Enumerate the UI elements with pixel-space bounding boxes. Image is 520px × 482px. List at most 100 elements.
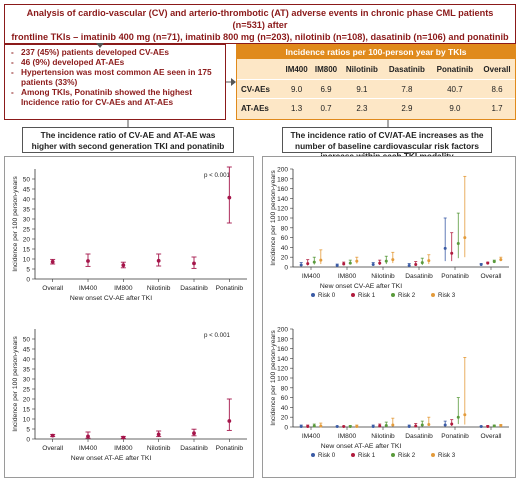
- x-axis-label: New onset CV-AE after TKI: [320, 283, 402, 290]
- x-tick-label: IM800: [114, 285, 133, 292]
- data-point: [319, 424, 323, 428]
- data-point: [342, 262, 346, 266]
- y-tick-label: 5: [26, 267, 30, 274]
- data-point: [312, 424, 316, 428]
- legend-label: Risk 3: [438, 292, 456, 299]
- table-cell: 9.0: [430, 98, 479, 117]
- data-point: [499, 258, 503, 262]
- data-point: [50, 259, 55, 264]
- x-tick-label: Ponatinib: [216, 285, 244, 292]
- data-point: [299, 263, 303, 267]
- left-panel-title: The incidence ratio of CV-AE and AT-AE w…: [22, 127, 234, 153]
- data-point: [479, 425, 483, 429]
- x-tick-label: Dasatinib: [405, 433, 433, 440]
- data-point: [335, 425, 339, 429]
- data-point: [443, 423, 447, 427]
- p-value-label: p < 0.001: [204, 172, 231, 179]
- right-panel: 0 20 40 60 80 100 120 140 160 180 200 Incidence per…: [262, 156, 516, 478]
- x-tick-label: Dasatinib: [180, 285, 208, 292]
- y-tick-label: 60: [281, 235, 289, 242]
- legend-marker: [391, 453, 395, 457]
- right-panel-title: The incidence ratio of CV/AT-AE increase…: [282, 127, 492, 161]
- legend-label: Risk 1: [358, 292, 376, 299]
- x-tick-label: Overall: [42, 445, 63, 452]
- legend-marker: [351, 293, 355, 297]
- legend-label: Risk 3: [438, 452, 456, 459]
- x-tick-label: Nilotinib: [147, 285, 171, 292]
- legend-marker: [311, 293, 315, 297]
- data-point: [371, 263, 375, 267]
- y-tick-label: 100: [277, 216, 288, 223]
- x-tick-label: IM400: [79, 285, 98, 292]
- x-axis-label: New onset CV-AE after TKI: [70, 295, 152, 302]
- data-point: [227, 419, 232, 423]
- data-point: [299, 425, 303, 429]
- data-point: [50, 433, 55, 438]
- y-tick-label: 140: [277, 196, 288, 203]
- y-tick-label: 15: [23, 247, 31, 254]
- table-cell: 1.7: [479, 98, 515, 117]
- legend-label: Risk 0: [318, 292, 336, 299]
- legend-label: Risk 2: [398, 292, 416, 299]
- data-point: [192, 261, 196, 266]
- table-cell: 2.3: [340, 98, 384, 117]
- summary-item: 237 (45%) patients developed CV-AEs: [11, 47, 219, 57]
- data-point: [227, 195, 232, 200]
- data-point: [312, 260, 316, 264]
- y-tick-label: 20: [281, 415, 289, 422]
- y-tick-label: 5: [26, 427, 30, 434]
- summary-box: 237 (45%) patients developed CV-AEs 46 (…: [4, 44, 226, 120]
- legend-label: Risk 1: [358, 452, 376, 459]
- table-cell: 6.9: [311, 79, 341, 99]
- data-point: [414, 424, 418, 428]
- y-tick-label: 40: [281, 245, 289, 252]
- y-tick-label: 0: [26, 437, 30, 444]
- table-cell: 0.7: [311, 98, 341, 117]
- y-tick-label: 10: [23, 257, 31, 264]
- column-header: Nilotinib: [345, 64, 378, 74]
- y-tick-label: 20: [23, 237, 31, 244]
- y-tick-label: 180: [277, 336, 288, 343]
- data-point: [371, 425, 375, 429]
- data-point: [378, 261, 382, 265]
- data-point: [499, 424, 503, 428]
- data-point: [492, 424, 496, 428]
- y-tick-label: 45: [23, 187, 31, 194]
- data-point: [420, 423, 424, 427]
- x-tick-label: IM400: [302, 273, 321, 280]
- x-tick-label: Ponatinib: [216, 445, 244, 452]
- data-point: [479, 263, 483, 267]
- data-point: [427, 423, 431, 427]
- data-point: [456, 415, 460, 419]
- y-tick-label: 0: [284, 425, 288, 432]
- data-point: [348, 261, 352, 265]
- data-point: [86, 434, 90, 439]
- row-label: CV-AEs: [237, 79, 282, 99]
- y-tick-label: 45: [23, 347, 31, 354]
- data-point: [492, 260, 496, 264]
- y-tick-label: 35: [23, 367, 31, 374]
- column-header: Ponatinib: [436, 64, 474, 74]
- ratio-table-title: Incidence ratios per 100-person year by …: [237, 45, 515, 59]
- y-axis-label: Incidence per 100 person-years: [12, 176, 19, 272]
- column-header: IM400: [285, 64, 308, 74]
- y-tick-label: 180: [277, 176, 288, 183]
- summary-item: Hypertension was most common AE seen in …: [11, 67, 219, 87]
- table-cell: 9.0: [281, 79, 312, 99]
- table-cell: 8.6: [479, 79, 515, 99]
- y-axis-label: Incidence per 100 person-years: [270, 170, 277, 266]
- x-tick-label: IM800: [114, 445, 133, 452]
- data-point: [391, 258, 395, 262]
- table-cell: 2.9: [383, 98, 431, 117]
- data-point: [319, 258, 323, 262]
- data-point: [450, 251, 454, 255]
- y-tick-label: 40: [23, 357, 31, 364]
- data-point: [156, 432, 161, 437]
- header-box: Analysis of cardio-vascular (CV) and art…: [4, 4, 516, 54]
- legend-label: Risk 0: [318, 452, 336, 459]
- x-tick-label: Nilotinib: [371, 433, 395, 440]
- data-point: [306, 262, 310, 266]
- y-tick-label: 40: [23, 197, 31, 204]
- row-label: AT-AEs: [237, 98, 282, 117]
- data-point: [355, 259, 359, 263]
